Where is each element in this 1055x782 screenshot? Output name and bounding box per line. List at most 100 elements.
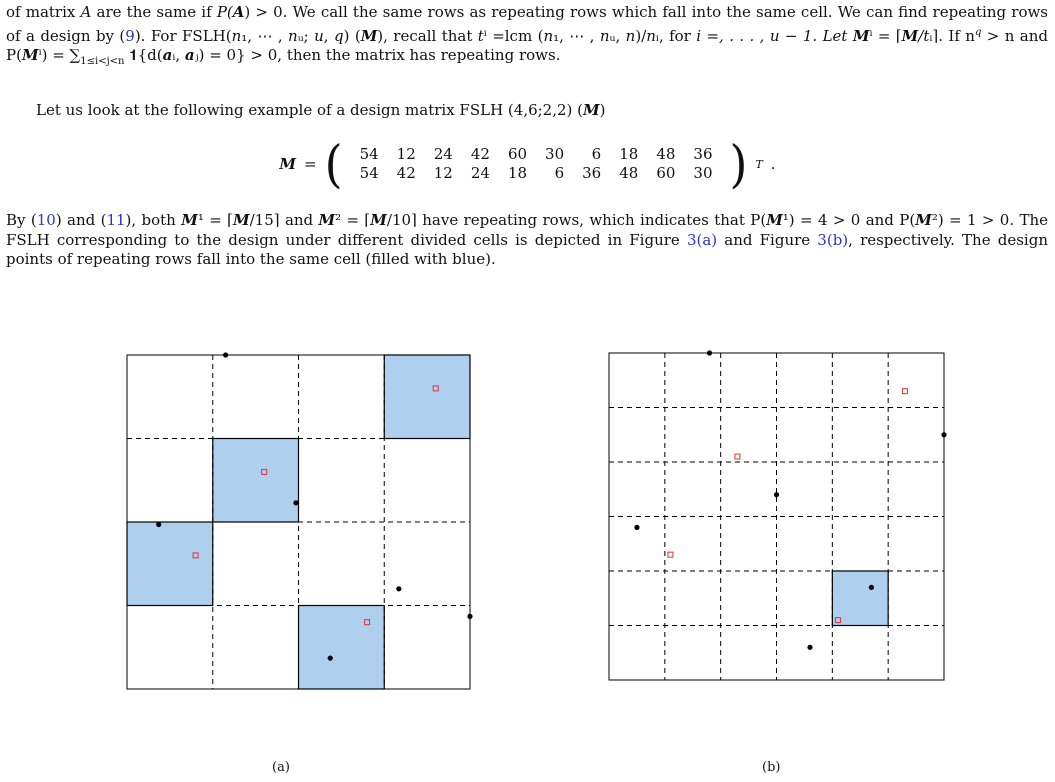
transpose-superscript: T <box>755 157 763 171</box>
math: n <box>543 26 554 45</box>
paragraph-1: of matrix A are the same if P(A) > 0. We… <box>6 3 1048 72</box>
figure-a-plot <box>126 352 473 690</box>
paragraph-2: Let us look at the following example of … <box>6 101 1048 121</box>
math: u <box>314 26 324 45</box>
text: /15⌉ and <box>249 211 319 229</box>
point-marker <box>807 644 813 650</box>
figure-ref-link[interactable]: 3(a) <box>686 230 718 249</box>
matrix-cell: 54 <box>359 145 379 163</box>
square-marker <box>667 551 674 558</box>
matrix-cell: 54 <box>359 164 379 182</box>
text: ₁, ⋯ , <box>553 26 600 45</box>
square-marker <box>364 619 371 626</box>
matrix-equation: M = ( 54 12 24 42 60 30 6 18 48 36 54 42… <box>0 134 1055 194</box>
text: can find repeating rows of a design by ( <box>6 3 1049 45</box>
text: are the same if <box>91 3 217 21</box>
point-marker <box>634 524 640 531</box>
math: a <box>184 46 195 64</box>
matrix-cell: 42 <box>396 164 416 182</box>
text: ), both <box>125 211 182 229</box>
point-marker <box>327 655 333 661</box>
square-marker <box>734 453 741 460</box>
figure-b-plot <box>608 350 947 681</box>
math: q <box>974 26 982 38</box>
matrix-cell: 48 <box>619 164 639 182</box>
math: M <box>232 211 250 229</box>
math: A <box>232 3 245 21</box>
text: , <box>323 26 334 45</box>
point-marker <box>396 586 402 592</box>
text: repeating rows. <box>440 46 561 64</box>
point-marker <box>773 492 780 498</box>
text: and P( <box>865 211 916 229</box>
matrix-table: 54 12 24 42 60 30 6 18 48 36 54 42 12 24… <box>351 145 722 183</box>
text: 𝟏{d( <box>124 46 163 64</box>
matrix-cell: 30 <box>693 164 713 182</box>
point-marker <box>293 500 299 506</box>
matrix-cell: 36 <box>693 145 713 163</box>
matrix-cell: 18 <box>507 164 528 182</box>
matrix-cell: 24 <box>433 145 453 163</box>
square-marker <box>834 617 841 624</box>
square-marker <box>901 388 908 395</box>
equation-ref-link[interactable]: 11 <box>106 211 126 229</box>
square-marker <box>432 385 439 392</box>
text: i =, . . . , u − 1. Let <box>696 26 853 45</box>
equation-ref-link[interactable]: 10 <box>36 211 56 229</box>
text: ⁱ =lcm ( <box>483 26 544 45</box>
filled-cell <box>126 521 214 607</box>
text: ⱼ) = 0} > 0, then the matrix has <box>194 46 436 64</box>
matrix-cell: 6 <box>591 145 602 163</box>
text: ) and ( <box>55 211 107 229</box>
math: /t <box>918 26 930 45</box>
plot-frame <box>608 352 945 681</box>
filled-cell <box>212 437 300 523</box>
plot-frame <box>126 354 471 690</box>
math: M <box>915 211 932 229</box>
text: ᵢ, <box>172 46 185 64</box>
point-marker <box>868 584 875 590</box>
text: ) ( <box>343 26 361 45</box>
text: ᵢ⌉. If n <box>929 26 975 45</box>
matrix-cell: 18 <box>619 145 639 163</box>
text: ᵤ; <box>297 26 315 45</box>
text: and <box>717 230 753 249</box>
text: of matrix <box>6 3 81 21</box>
matrix-cell: 30 <box>545 145 565 163</box>
matrix-cell: 6 <box>554 164 565 182</box>
math: M <box>370 211 387 229</box>
text: /10⌉ have repeating rows, which indicate… <box>386 211 767 229</box>
math: M <box>766 211 783 229</box>
text: ᵤ, <box>609 26 626 45</box>
math: A <box>80 3 92 21</box>
matrix-symbol: M <box>279 155 297 173</box>
figure-b-caption: (b) <box>762 760 781 775</box>
matrix-row-1: 54 12 24 42 60 30 6 18 48 36 <box>351 145 722 164</box>
filled-cell <box>831 570 889 627</box>
figure-ref-link[interactable]: 3(b) <box>817 230 849 249</box>
math: M <box>21 46 39 64</box>
square-marker <box>192 552 199 559</box>
text: ¹ = ⌈ <box>197 211 233 229</box>
text: ᵢ, for <box>655 26 691 45</box>
text: Figure <box>759 230 818 249</box>
text: > n and P( <box>6 26 1048 65</box>
equation-ref-link[interactable]: 9 <box>125 26 135 45</box>
paragraph-3: By (10) and (11), both M¹ = ⌈M/15⌉ and M… <box>6 211 1048 270</box>
figure-a-caption: (a) <box>272 760 290 775</box>
matrix-cell: 42 <box>470 145 490 163</box>
text: ² = ⌈ <box>335 211 371 229</box>
math: M <box>360 26 378 45</box>
equals-sign: = <box>304 155 317 173</box>
matrix-cell: 60 <box>507 145 528 163</box>
matrix-cell: 12 <box>396 145 416 163</box>
matrix-cell: 24 <box>470 164 490 182</box>
right-paren: ) <box>729 134 748 194</box>
math: M <box>901 26 919 45</box>
math: n <box>288 26 298 45</box>
math: P( <box>216 3 233 21</box>
text: , respectively. The design points of rep… <box>6 230 1048 269</box>
period: . <box>770 155 776 173</box>
matrix-cell: 48 <box>656 145 676 163</box>
point-marker <box>223 352 229 358</box>
